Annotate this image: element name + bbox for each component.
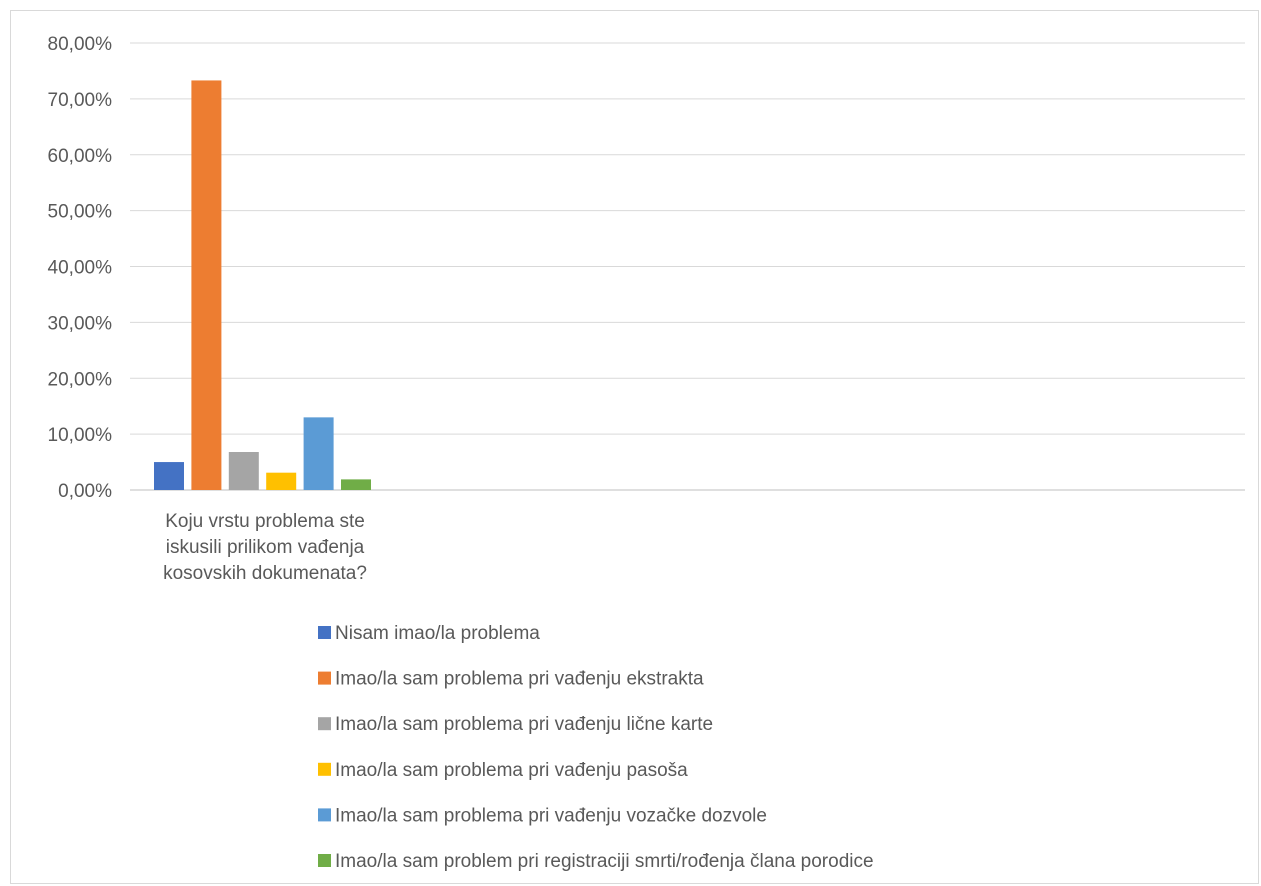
legend-entry: Imao/la sam problema pri vađenju ekstrak… xyxy=(335,669,704,690)
legend-swatch xyxy=(318,808,331,822)
y-tick-label: 40,00% xyxy=(48,258,113,279)
bar xyxy=(341,479,371,490)
category-label: iskusili prilikom vađenja xyxy=(166,537,365,558)
legend-entry: Imao/la sam problema pri vađenju pasoša xyxy=(335,760,688,781)
y-tick-label: 60,00% xyxy=(48,146,113,167)
y-tick-label: 30,00% xyxy=(48,313,113,334)
legend-entry: Imao/la sam problema pri vađenju lične k… xyxy=(335,714,713,735)
y-tick-label: 20,00% xyxy=(48,369,113,390)
legend-swatch xyxy=(318,626,331,639)
y-tick-label: 0,00% xyxy=(58,481,112,502)
y-tick-label: 70,00% xyxy=(48,90,113,111)
y-tick-label: 50,00% xyxy=(48,202,113,223)
category-label: kosovskih dokumenata? xyxy=(163,563,367,584)
legend-entry: Nisam imao/la problema xyxy=(335,623,540,644)
legend-swatch xyxy=(318,717,331,731)
bar xyxy=(266,472,297,490)
legend-entry: Imao/la sam problema pri vađenju vozačke… xyxy=(335,805,767,826)
legend-entry: Imao/la sam problem pri registraciji smr… xyxy=(335,851,874,872)
legend-swatch xyxy=(318,854,331,867)
y-tick-label: 80,00% xyxy=(48,34,113,55)
bar xyxy=(154,462,184,490)
bar xyxy=(191,80,222,490)
legend-swatch xyxy=(318,762,331,776)
legend-swatch xyxy=(318,671,331,685)
category-label: Koju vrstu problema ste xyxy=(165,511,365,532)
y-tick-label: 10,00% xyxy=(48,425,113,446)
bar xyxy=(228,452,259,490)
bar xyxy=(303,417,334,490)
